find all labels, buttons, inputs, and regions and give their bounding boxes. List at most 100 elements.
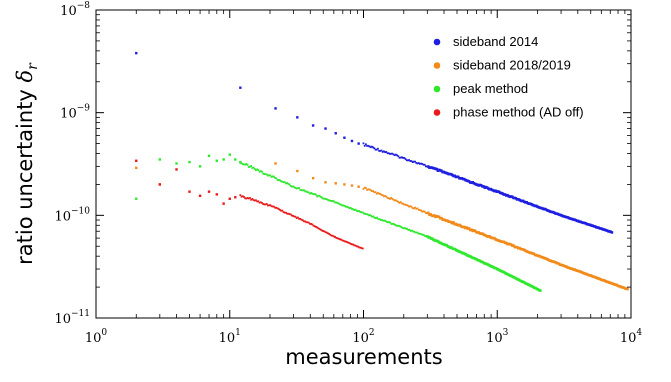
data-point	[135, 166, 138, 170]
data-point	[345, 205, 347, 208]
data-point	[416, 207, 419, 210]
data-point	[249, 197, 251, 199]
data-point	[427, 211, 430, 215]
data-point	[396, 225, 399, 227]
data-point	[305, 221, 308, 224]
data-point	[363, 144, 366, 147]
data-point	[265, 173, 268, 176]
data-point	[301, 219, 304, 222]
data-point	[241, 163, 244, 165]
data-point	[292, 185, 295, 188]
data-point	[270, 205, 273, 208]
data-point	[357, 185, 360, 188]
data-point	[313, 225, 316, 228]
data-point	[279, 208, 281, 211]
data-point	[297, 216, 299, 219]
data-point	[390, 152, 392, 155]
data-point	[358, 246, 361, 249]
data-point	[385, 151, 388, 153]
data-point	[372, 146, 374, 149]
data-point	[421, 233, 424, 236]
data-point	[347, 241, 350, 244]
data-point	[335, 236, 338, 239]
data-point	[346, 241, 349, 244]
data-point	[420, 162, 422, 165]
data-point	[283, 181, 286, 183]
data-point	[417, 232, 419, 235]
data-point	[378, 149, 380, 152]
data-point	[415, 207, 418, 210]
data-point	[395, 199, 397, 202]
data-point	[435, 167, 438, 171]
data-point	[396, 200, 398, 203]
data-point	[352, 208, 355, 211]
data-point	[285, 211, 287, 214]
data-point	[390, 223, 393, 225]
data-point	[263, 203, 266, 206]
data-point	[306, 221, 309, 224]
data-point	[348, 242, 351, 244]
data-point	[379, 193, 382, 195]
data-point	[158, 158, 162, 161]
data-point	[386, 152, 389, 155]
data-point	[303, 220, 305, 223]
data-point	[322, 197, 325, 200]
data-point	[304, 220, 307, 223]
data-point	[389, 152, 391, 155]
data-point	[281, 180, 284, 183]
data-point	[414, 206, 416, 209]
data-point	[330, 200, 333, 202]
data-point	[228, 197, 231, 200]
data-point	[135, 197, 138, 200]
y-tick-base: 10	[60, 4, 77, 19]
data-point	[368, 188, 371, 191]
data-point	[252, 166, 255, 169]
data-point	[240, 195, 243, 198]
data-point	[350, 184, 354, 187]
data-point	[352, 243, 355, 246]
legend-label: phase method (AD off)	[453, 105, 584, 120]
data-point	[409, 230, 412, 232]
x-tick-exponent: 0	[101, 328, 107, 338]
data-point	[333, 235, 335, 238]
y-tick-exponent: −10	[71, 206, 90, 216]
data-point	[403, 227, 406, 229]
data-point	[334, 182, 337, 185]
data-point	[395, 224, 398, 227]
data-point	[321, 229, 323, 232]
data-point	[245, 163, 248, 165]
y-tick-base: 10	[54, 312, 71, 327]
data-point	[354, 244, 357, 247]
data-point	[263, 173, 266, 175]
data-point	[259, 170, 262, 173]
data-point	[259, 201, 262, 204]
y-tick-exponent: −8	[77, 1, 91, 11]
data-point	[346, 205, 349, 208]
data-point	[335, 201, 338, 204]
legend-label: sideband 2018/2019	[453, 58, 571, 73]
data-point	[318, 194, 321, 197]
data-point	[343, 136, 346, 139]
data-point	[422, 163, 425, 166]
data-point	[416, 162, 419, 165]
data-point	[215, 159, 218, 162]
data-point	[440, 216, 443, 220]
data-point	[512, 244, 515, 247]
data-point	[359, 246, 362, 249]
data-point	[350, 139, 354, 143]
data-point	[296, 169, 299, 173]
data-point	[285, 182, 287, 185]
data-point	[405, 204, 408, 206]
data-point	[365, 187, 367, 189]
data-point	[331, 234, 334, 237]
data-point	[378, 192, 380, 195]
y-axis-label-subscript: r	[25, 62, 41, 70]
data-point	[239, 86, 242, 89]
data-point	[343, 183, 346, 186]
data-point	[349, 207, 352, 209]
data-point	[539, 289, 542, 292]
data-point	[373, 191, 376, 194]
data-point	[348, 207, 351, 209]
x-tick-label: 100	[85, 328, 108, 346]
data-point	[415, 162, 418, 164]
